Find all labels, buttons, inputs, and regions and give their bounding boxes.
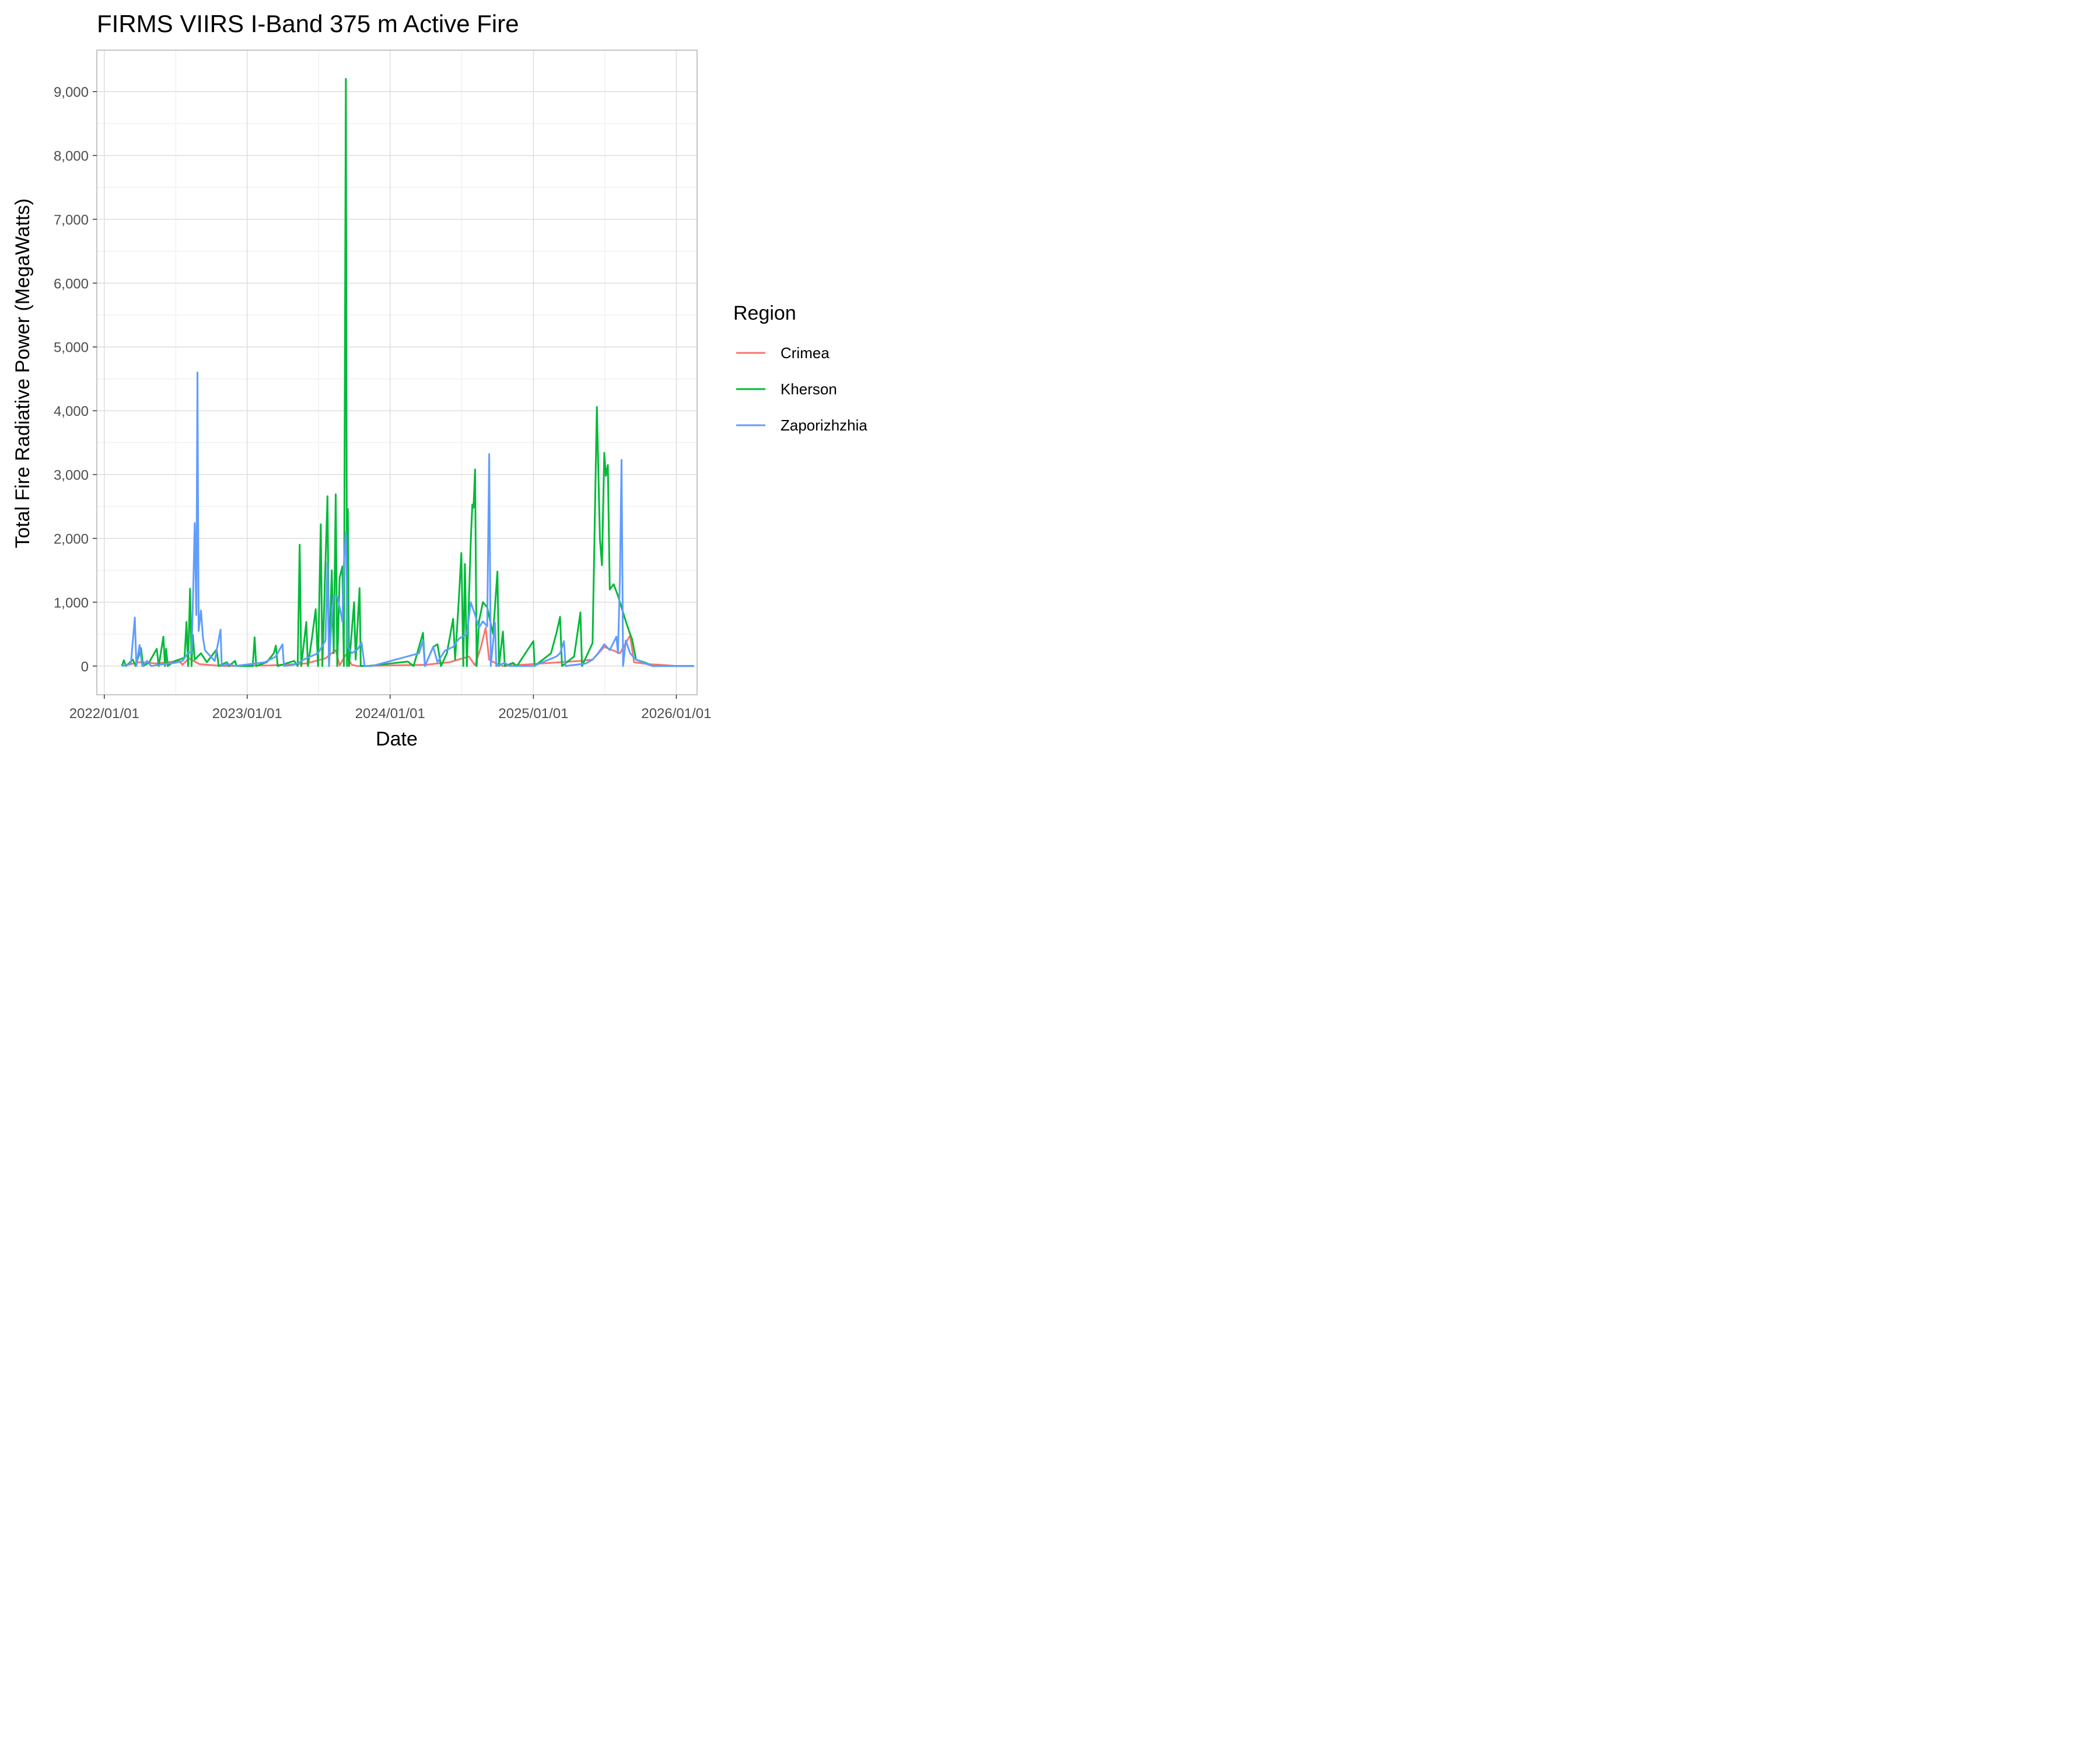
legend: Region Crimea Kherson Zaporizhzhia [733, 302, 867, 434]
x-tick-label: 2025/01/01 [498, 706, 568, 722]
y-axis: 0 1,000 2,000 3,000 4,000 5,000 6,000 7,000 8,00… [54, 85, 97, 675]
series-lines [121, 78, 694, 667]
series-line-kherson [121, 78, 694, 667]
y-tick-label: 2,000 [54, 531, 89, 547]
y-tick-label: 5,000 [54, 340, 89, 356]
x-tick-label: 2022/01/01 [69, 706, 139, 722]
legend-title: Region [733, 302, 796, 324]
y-tick-label: 1,000 [54, 595, 89, 611]
y-axis-title: Total Fire Radiative Power (MegaWatts) [12, 198, 34, 548]
x-tick-label: 2026/01/01 [641, 706, 711, 722]
y-tick-label: 0 [81, 659, 89, 675]
x-axis-title: Date [376, 728, 418, 750]
x-tick-label: 2023/01/01 [212, 706, 282, 722]
y-tick-label: 8,000 [54, 149, 89, 164]
x-tick-label: 2024/01/01 [355, 706, 425, 722]
plot-panel [96, 50, 698, 695]
legend-label-kherson: Kherson [780, 380, 837, 398]
y-tick-label: 7,000 [54, 212, 89, 228]
legend-label-crimea: Crimea [780, 344, 830, 362]
panel-background [97, 50, 697, 695]
chart: FIRMS VIIRS I-Band 375 m Active Fire 0 1,… [12, 10, 867, 750]
y-tick-label: 9,000 [54, 85, 89, 100]
panel-border [96, 50, 698, 695]
y-tick-label: 6,000 [54, 276, 89, 292]
legend-label-zaporizhzhia: Zaporizhzhia [780, 416, 867, 434]
y-tick-label: 3,000 [54, 468, 89, 484]
x-axis: 2022/01/01 2023/01/01 2024/01/01 2025/01/01… [69, 695, 711, 722]
series-line-zaporizhzhia [121, 372, 694, 667]
chart-title: FIRMS VIIRS I-Band 375 m Active Fire [97, 10, 519, 37]
legend-items: Crimea Kherson Zaporizhzhia [736, 344, 867, 434]
y-tick-label: 4,000 [54, 404, 89, 419]
